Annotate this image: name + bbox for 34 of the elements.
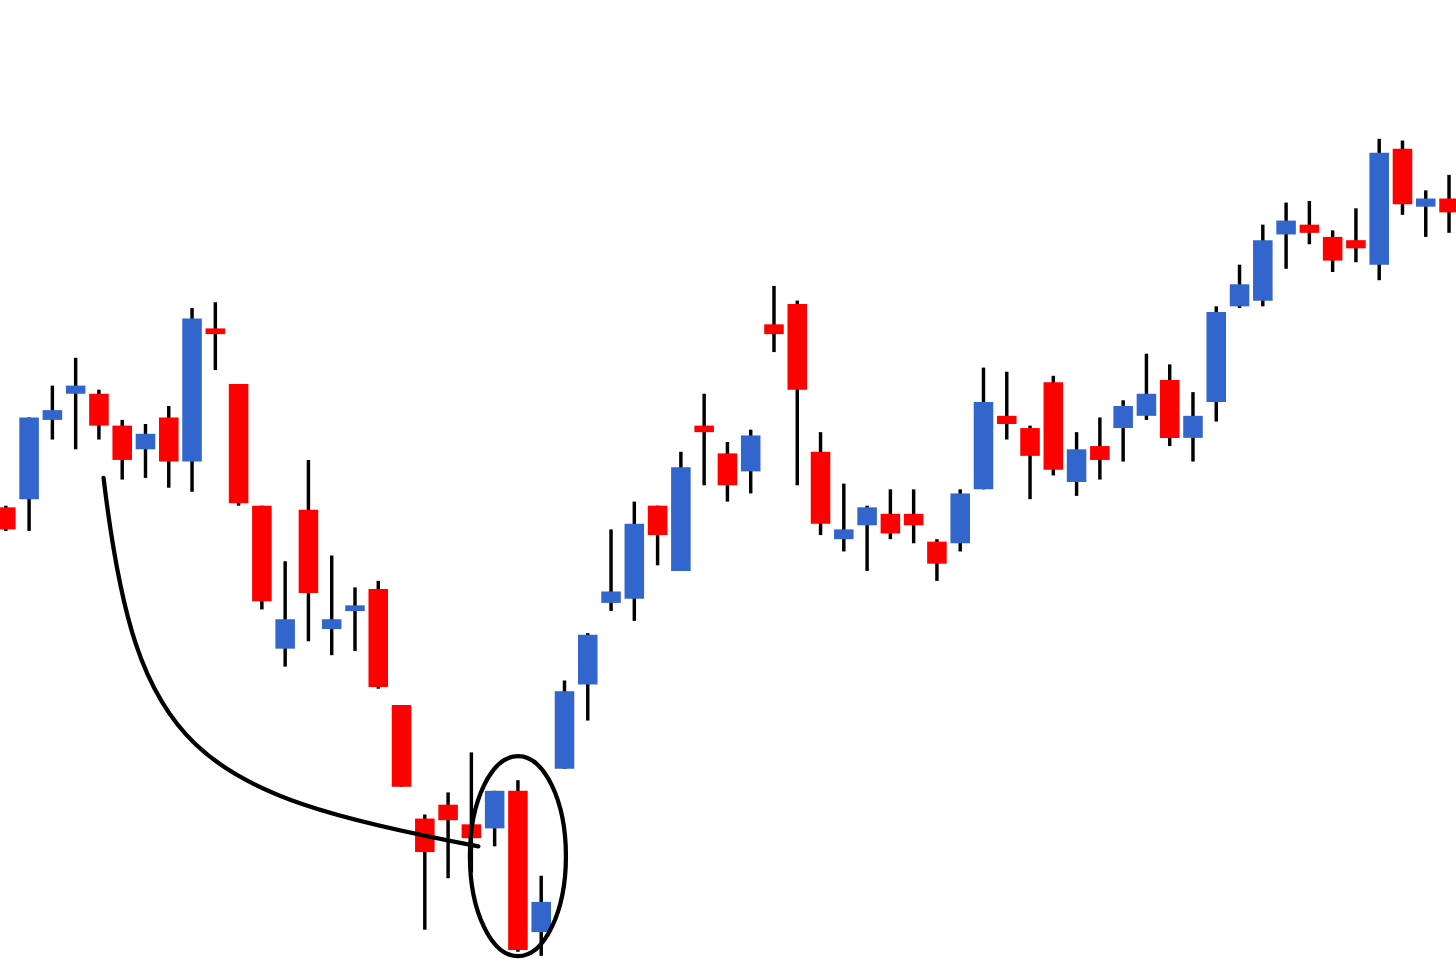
candlestick	[275, 559, 295, 669]
candlestick	[1066, 430, 1087, 498]
candlestick	[135, 422, 156, 480]
candlestick	[484, 789, 505, 849]
candlestick	[1136, 352, 1157, 422]
candlestick	[1346, 206, 1366, 264]
candlestick	[112, 418, 132, 482]
candlestick	[996, 369, 1017, 442]
candlestick	[1113, 398, 1133, 464]
candlestick	[65, 356, 86, 452]
candlestick	[1229, 262, 1250, 310]
candlestick	[1183, 390, 1203, 464]
candlestick	[717, 440, 738, 504]
candlestick	[1276, 200, 1296, 271]
candlestick	[903, 487, 924, 545]
candlestick	[1322, 228, 1343, 274]
candlestick	[857, 503, 877, 573]
candlestick	[89, 387, 109, 442]
candlestick	[647, 503, 668, 568]
candlestick	[927, 537, 947, 583]
candlestick	[1090, 415, 1110, 482]
candlestick	[158, 404, 179, 490]
candlestick	[694, 392, 714, 487]
candlestick	[834, 481, 854, 554]
candlestick	[880, 487, 901, 541]
candlestick	[42, 383, 63, 442]
candlestick	[740, 427, 761, 496]
candlestick	[1415, 188, 1436, 239]
candlestick	[345, 585, 365, 653]
candlestick	[321, 553, 342, 657]
candlestick	[1020, 423, 1040, 501]
candlestick	[1299, 199, 1320, 246]
candlestick	[205, 300, 226, 372]
candlestick	[601, 527, 621, 613]
